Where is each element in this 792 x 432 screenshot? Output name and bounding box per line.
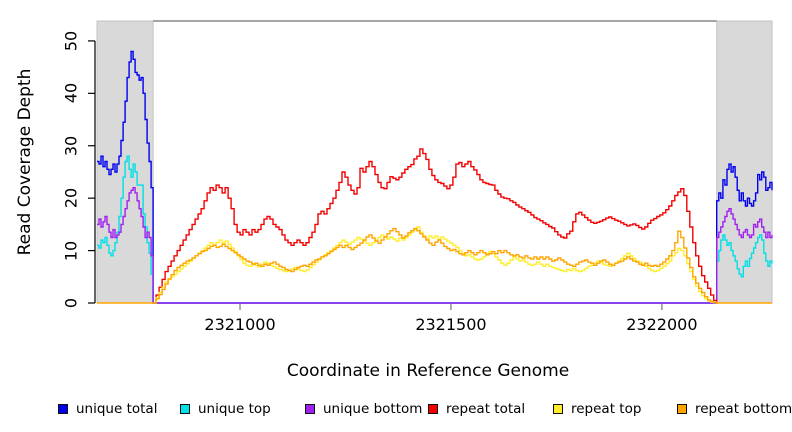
y-tick-label: 50 xyxy=(61,30,81,52)
series-line-unique-bottom xyxy=(97,187,773,304)
legend-label: unique top xyxy=(198,401,271,417)
series-line-repeat-bottom xyxy=(97,227,772,304)
legend-swatch-icon xyxy=(677,404,687,414)
x-tick-label: 2322000 xyxy=(626,315,698,334)
y-tick-label: 20 xyxy=(61,187,81,209)
series-line-repeat-total xyxy=(153,148,718,304)
legend-item-repeat-top: repeat top xyxy=(553,402,641,416)
legend-label: repeat top xyxy=(571,401,642,417)
legend-label: repeat total xyxy=(446,401,526,417)
legend-swatch-icon xyxy=(58,404,68,414)
y-axis-title: Read Coverage Depth xyxy=(15,68,35,256)
y-tick-label: 0 xyxy=(61,297,81,309)
y-tick-label: 40 xyxy=(61,83,81,104)
legend-label: repeat bottom xyxy=(695,401,792,417)
legend-label: unique total xyxy=(76,401,158,417)
legend-item-repeat-bottom: repeat bottom xyxy=(677,402,792,416)
legend-label: unique bottom xyxy=(323,401,423,417)
x-tick-label: 2321000 xyxy=(204,315,276,334)
legend-swatch-icon xyxy=(180,404,190,414)
x-tick-label: 2321500 xyxy=(415,315,487,334)
series-line-unique-total xyxy=(97,50,773,304)
series-line-repeat-top xyxy=(153,226,718,304)
legend-item-unique-total: unique total xyxy=(58,402,157,416)
legend-swatch-icon xyxy=(305,404,315,414)
right-masked-region xyxy=(716,20,773,304)
y-tick-label: 30 xyxy=(61,135,81,156)
legend-item-unique-bottom: unique bottom xyxy=(305,402,422,416)
legend-item-repeat-total: repeat total xyxy=(428,402,525,416)
legend-swatch-icon xyxy=(553,404,563,414)
legend-item-unique-top: unique top xyxy=(180,402,271,416)
legend-swatch-icon xyxy=(428,404,438,414)
y-tick-label: 10 xyxy=(61,240,81,261)
x-axis-title: Coordinate in Reference Genome xyxy=(286,361,570,381)
